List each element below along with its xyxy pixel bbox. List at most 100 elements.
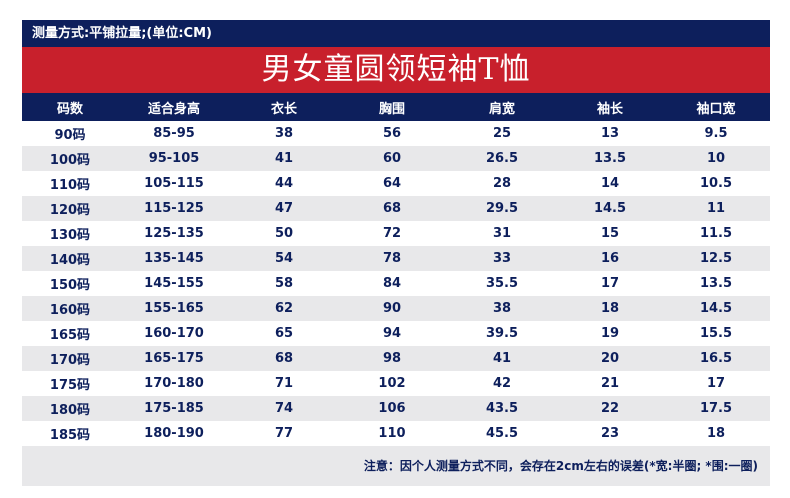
measurement-cell: 44 bbox=[230, 171, 338, 196]
measurement-cell: 170-180 bbox=[118, 371, 230, 396]
measurement-cell: 106 bbox=[338, 396, 446, 421]
table-row: 165码 160-170 65 94 39.5 19 15.5 bbox=[22, 321, 770, 346]
measurement-cell: 45.5 bbox=[446, 421, 558, 446]
measurement-cell: 56 bbox=[338, 121, 446, 146]
table-row: 175码 170-180 71 102 42 21 17 bbox=[22, 371, 770, 396]
measurement-method-bar: 测量方式:平铺拉量;(单位:CM) bbox=[22, 20, 770, 47]
measurement-cell: 94 bbox=[338, 321, 446, 346]
measurement-cell: 115-125 bbox=[118, 196, 230, 221]
measurement-cell: 60 bbox=[338, 146, 446, 171]
measurement-cell: 11.5 bbox=[662, 221, 770, 246]
table-row: 180码 175-185 74 106 43.5 22 17.5 bbox=[22, 396, 770, 421]
measurement-cell: 43.5 bbox=[446, 396, 558, 421]
column-header: 肩宽 bbox=[446, 93, 558, 121]
measurement-cell: 84 bbox=[338, 271, 446, 296]
measurement-cell: 21 bbox=[558, 371, 662, 396]
table-row: 185码 180-190 77 110 45.5 23 18 bbox=[22, 421, 770, 446]
column-header: 码数 bbox=[22, 93, 118, 121]
measurement-error-note: 注意：因个人测量方式不同，会存在2cm左右的误差(*宽:半圈; *围:一圈) bbox=[22, 446, 770, 486]
column-header: 袖长 bbox=[558, 93, 662, 121]
measurement-cell: 18 bbox=[662, 421, 770, 446]
size-cell: 185码 bbox=[22, 421, 118, 446]
measurement-cell: 17 bbox=[662, 371, 770, 396]
measurement-cell: 14.5 bbox=[558, 196, 662, 221]
measurement-cell: 39.5 bbox=[446, 321, 558, 346]
measurement-cell: 42 bbox=[446, 371, 558, 396]
measurement-cell: 38 bbox=[230, 121, 338, 146]
measurement-cell: 26.5 bbox=[446, 146, 558, 171]
size-cell: 130码 bbox=[22, 221, 118, 246]
table-row: 120码 115-125 47 68 29.5 14.5 11 bbox=[22, 196, 770, 221]
table-body: 90码 85-95 38 56 25 13 9.5 100码 95-105 41 60 26.5 13.… bbox=[22, 121, 770, 446]
measurement-cell: 68 bbox=[230, 346, 338, 371]
size-cell: 120码 bbox=[22, 196, 118, 221]
measurement-cell: 15 bbox=[558, 221, 662, 246]
measurement-cell: 16 bbox=[558, 246, 662, 271]
size-cell: 170码 bbox=[22, 346, 118, 371]
table-row: 90码 85-95 38 56 25 13 9.5 bbox=[22, 121, 770, 146]
column-header: 适合身高 bbox=[118, 93, 230, 121]
measurement-cell: 23 bbox=[558, 421, 662, 446]
measurement-cell: 77 bbox=[230, 421, 338, 446]
size-cell: 100码 bbox=[22, 146, 118, 171]
measurement-cell: 15.5 bbox=[662, 321, 770, 346]
measurement-cell: 155-165 bbox=[118, 296, 230, 321]
size-chart: 测量方式:平铺拉量;(单位:CM) 男女童圆领短袖T恤 码数 适合身高 衣长 胸围 肩宽… bbox=[22, 20, 770, 490]
size-cell: 150码 bbox=[22, 271, 118, 296]
measurement-cell: 18 bbox=[558, 296, 662, 321]
table-row: 140码 135-145 54 78 33 16 12.5 bbox=[22, 246, 770, 271]
size-cell: 90码 bbox=[22, 121, 118, 146]
measurement-cell: 64 bbox=[338, 171, 446, 196]
measurement-cell: 10.5 bbox=[662, 171, 770, 196]
table-row: 110码 105-115 44 64 28 14 10.5 bbox=[22, 171, 770, 196]
column-header: 胸围 bbox=[338, 93, 446, 121]
measurement-cell: 16.5 bbox=[662, 346, 770, 371]
size-cell: 165码 bbox=[22, 321, 118, 346]
measurement-cell: 110 bbox=[338, 421, 446, 446]
measurement-cell: 17 bbox=[558, 271, 662, 296]
chart-title: 男女童圆领短袖T恤 bbox=[22, 47, 770, 93]
size-cell: 180码 bbox=[22, 396, 118, 421]
measurement-cell: 72 bbox=[338, 221, 446, 246]
measurement-cell: 102 bbox=[338, 371, 446, 396]
measurement-cell: 74 bbox=[230, 396, 338, 421]
column-header: 衣长 bbox=[230, 93, 338, 121]
measurement-cell: 180-190 bbox=[118, 421, 230, 446]
measurement-cell: 175-185 bbox=[118, 396, 230, 421]
table-row: 170码 165-175 68 98 41 20 16.5 bbox=[22, 346, 770, 371]
measurement-cell: 135-145 bbox=[118, 246, 230, 271]
measurement-cell: 65 bbox=[230, 321, 338, 346]
measurement-cell: 19 bbox=[558, 321, 662, 346]
table-row: 160码 155-165 62 90 38 18 14.5 bbox=[22, 296, 770, 321]
table-row: 130码 125-135 50 72 31 15 11.5 bbox=[22, 221, 770, 246]
measurement-cell: 10 bbox=[662, 146, 770, 171]
measurement-cell: 160-170 bbox=[118, 321, 230, 346]
measurement-cell: 11 bbox=[662, 196, 770, 221]
measurement-cell: 41 bbox=[230, 146, 338, 171]
size-table: 码数 适合身高 衣长 胸围 肩宽 袖长 袖口宽 90码 85-95 38 56 25 13 9.5 100… bbox=[22, 93, 770, 446]
measurement-cell: 47 bbox=[230, 196, 338, 221]
measurement-cell: 105-115 bbox=[118, 171, 230, 196]
column-header: 袖口宽 bbox=[662, 93, 770, 121]
measurement-cell: 17.5 bbox=[662, 396, 770, 421]
measurement-cell: 90 bbox=[338, 296, 446, 321]
table-header-row: 码数 适合身高 衣长 胸围 肩宽 袖长 袖口宽 bbox=[22, 93, 770, 121]
measurement-cell: 13.5 bbox=[558, 146, 662, 171]
measurement-cell: 14.5 bbox=[662, 296, 770, 321]
measurement-cell: 50 bbox=[230, 221, 338, 246]
measurement-cell: 38 bbox=[446, 296, 558, 321]
measurement-cell: 22 bbox=[558, 396, 662, 421]
measurement-cell: 95-105 bbox=[118, 146, 230, 171]
measurement-cell: 125-135 bbox=[118, 221, 230, 246]
size-cell: 175码 bbox=[22, 371, 118, 396]
measurement-cell: 145-155 bbox=[118, 271, 230, 296]
measurement-cell: 35.5 bbox=[446, 271, 558, 296]
measurement-cell: 13.5 bbox=[662, 271, 770, 296]
measurement-cell: 98 bbox=[338, 346, 446, 371]
measurement-cell: 165-175 bbox=[118, 346, 230, 371]
measurement-cell: 13 bbox=[558, 121, 662, 146]
measurement-cell: 29.5 bbox=[446, 196, 558, 221]
measurement-cell: 85-95 bbox=[118, 121, 230, 146]
measurement-cell: 41 bbox=[446, 346, 558, 371]
measurement-cell: 62 bbox=[230, 296, 338, 321]
